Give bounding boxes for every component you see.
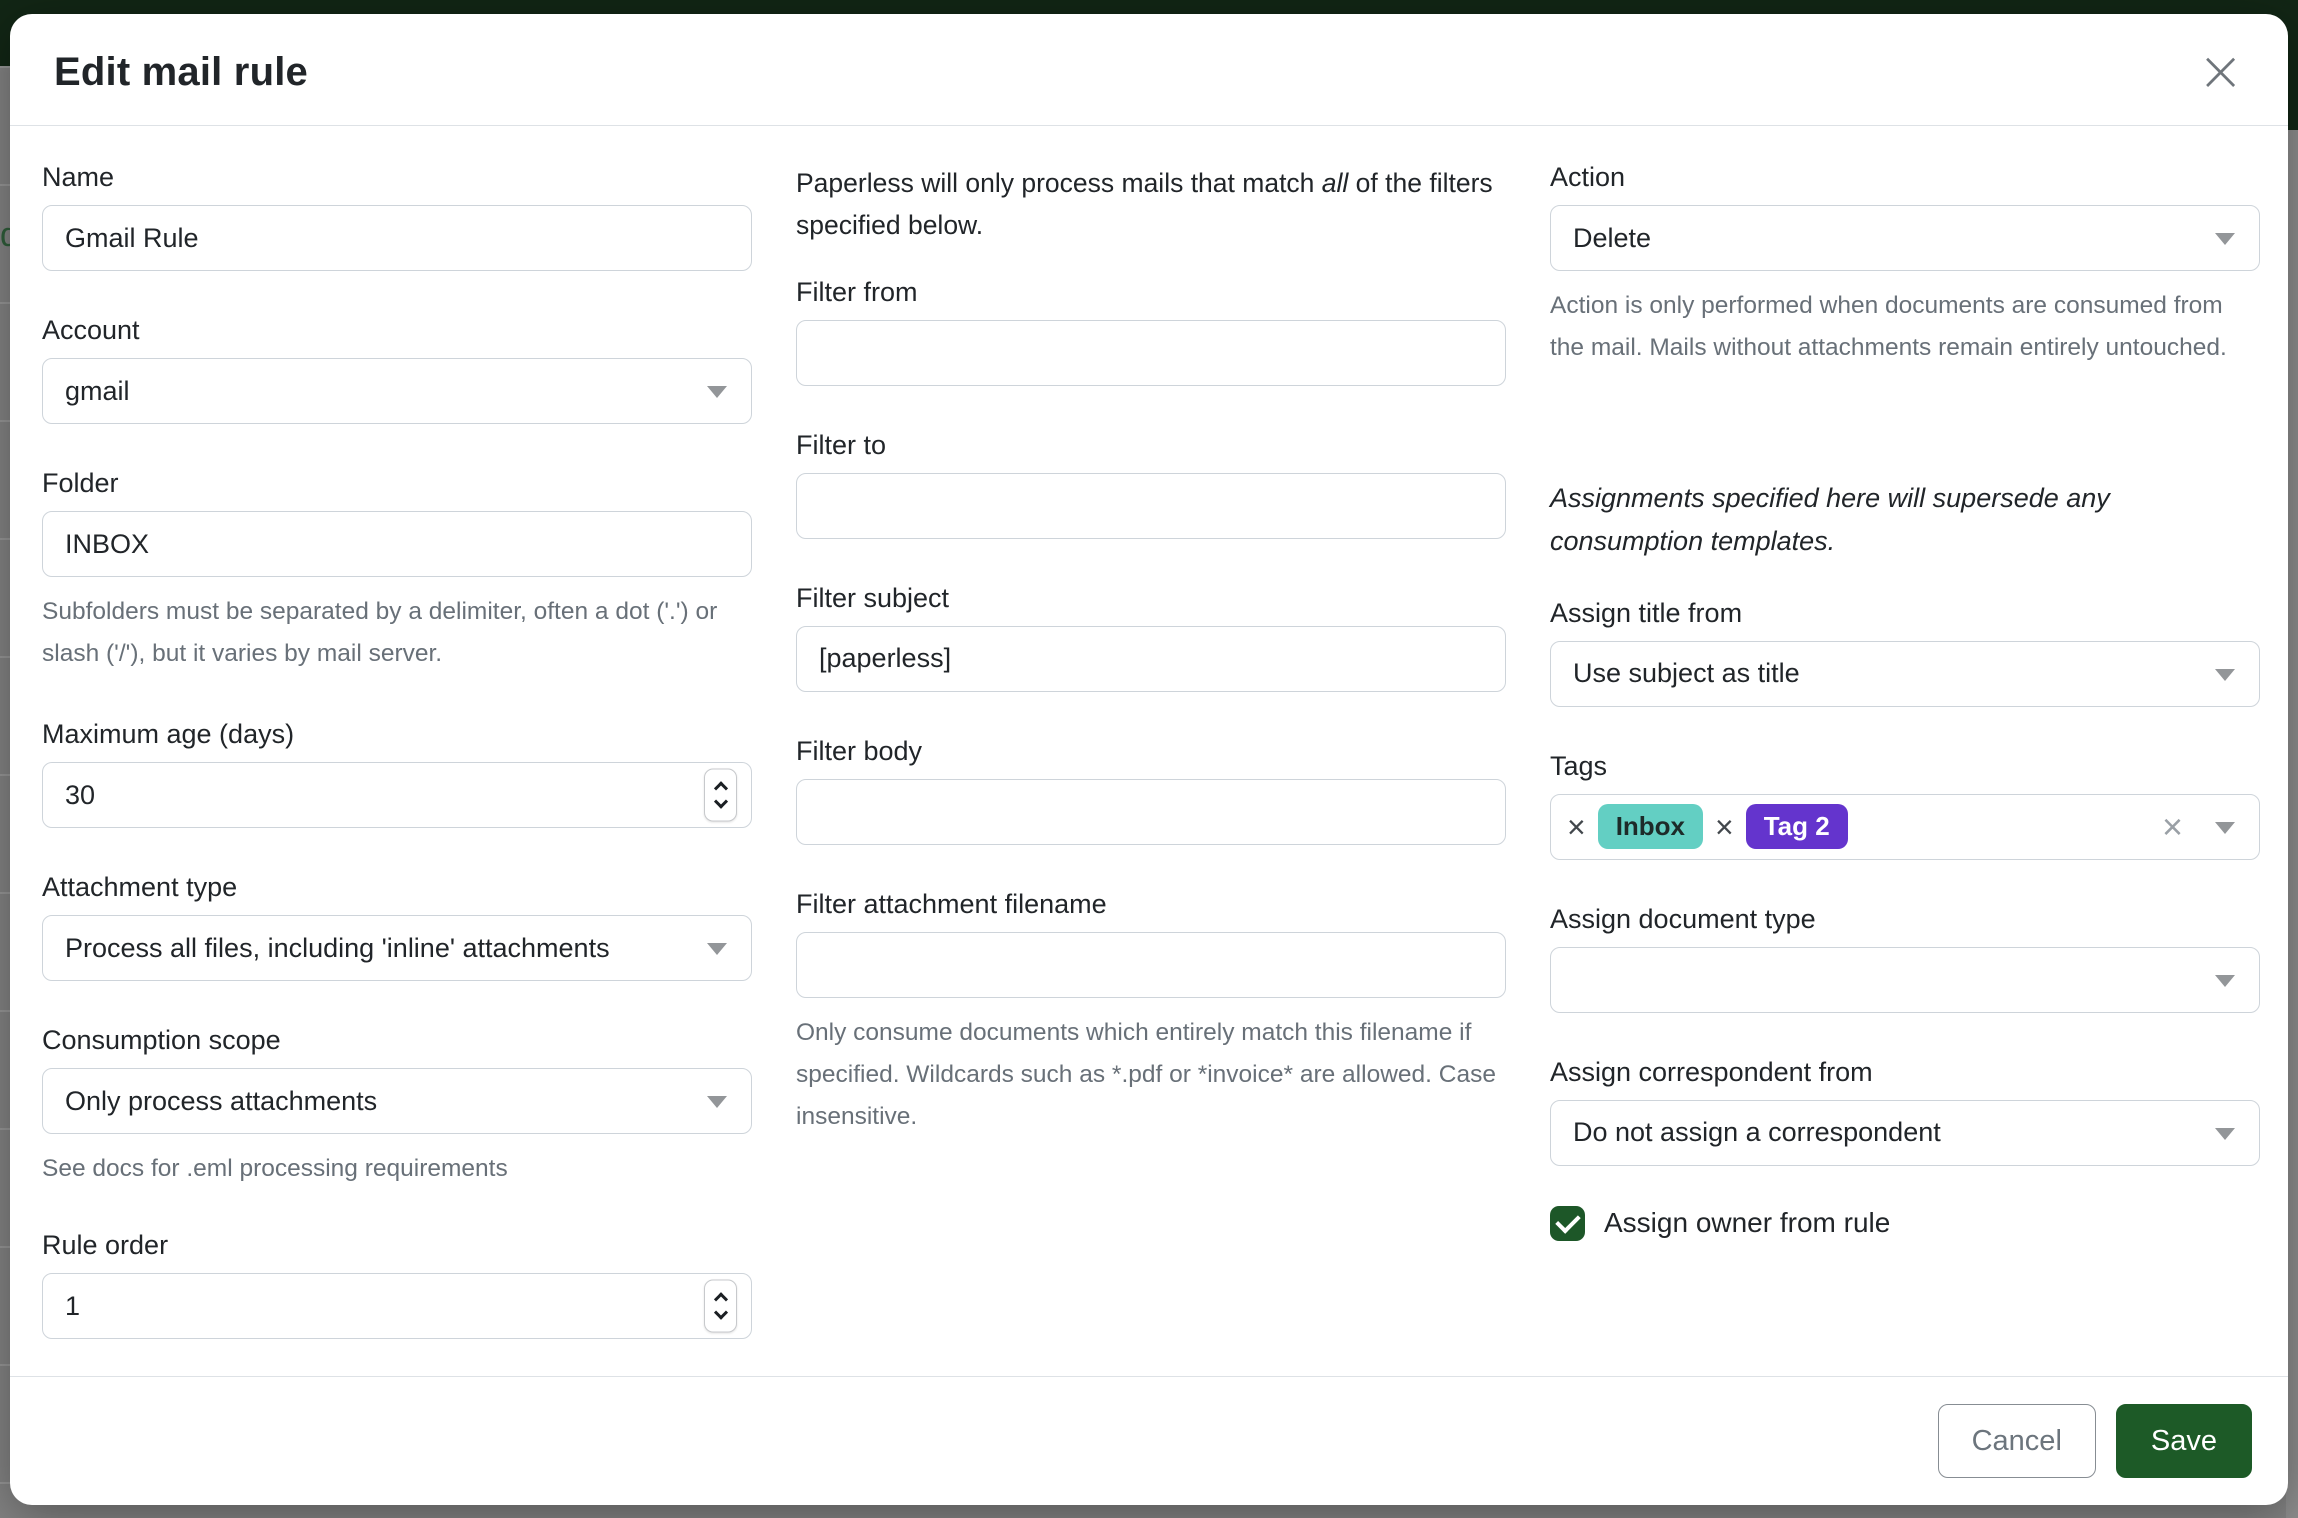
filter-from-label: Filter from	[796, 276, 918, 307]
name-label: Name	[42, 162, 115, 192]
filter-attachment-filename-hint: Only consume documents which entirely ma…	[796, 1018, 1496, 1131]
cancel-button[interactable]: Cancel	[1937, 1404, 2096, 1478]
assign-document-type-label: Assign document type	[1550, 903, 1816, 934]
tags-input[interactable]: × Inbox × Tag 2 ×	[1550, 793, 2260, 860]
assign-correspondent-from-label: Assign correspondent from	[1550, 1056, 1873, 1087]
filter-to-label: Filter to	[796, 429, 887, 460]
max-age-input[interactable]	[42, 762, 752, 829]
consumption-scope-hint: See docs for .eml processing requirement…	[42, 1155, 508, 1183]
chevron-down-icon	[2215, 974, 2235, 987]
save-button[interactable]: Save	[2115, 1404, 2252, 1478]
attachment-type-select[interactable]: Process all files, including 'inline' at…	[42, 915, 752, 982]
account-select[interactable]: gmail	[42, 358, 752, 424]
folder-input[interactable]	[42, 511, 752, 577]
tag-chip-inbox[interactable]: Inbox	[1597, 804, 1704, 850]
filter-subject-label: Filter subject	[796, 582, 950, 613]
tags-clear-icon[interactable]: ×	[2161, 805, 2183, 847]
backdrop-right-strip	[2286, 130, 2298, 1518]
assignments-note: Assignments specified here will supersed…	[1550, 483, 2110, 557]
dialog-body: Name Account gmail Folder Subfolders mus…	[10, 126, 2288, 1376]
assign-owner-label: Assign owner from rule	[1604, 1207, 1891, 1239]
chevron-down-icon	[707, 386, 727, 398]
stepper-down-icon[interactable]	[713, 794, 728, 809]
rule-order-label: Rule order	[42, 1230, 169, 1261]
account-label: Account	[42, 315, 140, 345]
close-icon[interactable]: ×	[2197, 39, 2244, 104]
backdrop-right-header	[2286, 0, 2298, 130]
folder-hint: Subfolders must be separated by a delimi…	[42, 598, 718, 668]
tag-remove-icon[interactable]: ×	[1567, 808, 1586, 845]
attachment-type-label: Attachment type	[42, 872, 238, 903]
max-age-stepper[interactable]	[704, 768, 737, 822]
filter-body-label: Filter body	[796, 735, 923, 766]
filters-intro-text: Paperless will only process mails that m…	[796, 168, 1493, 241]
filter-body-input[interactable]	[796, 778, 1506, 845]
name-input[interactable]	[42, 205, 752, 271]
chevron-down-icon	[2215, 233, 2235, 245]
chevron-down-icon	[2215, 1127, 2235, 1140]
tag-chip-tag2[interactable]: Tag 2	[1745, 804, 1848, 850]
column-rule: Name Account gmail Folder Subfolders mus…	[42, 162, 752, 1376]
filter-from-input[interactable]	[796, 319, 1506, 386]
page-title: Edit mail rule	[54, 50, 308, 94]
dialog-header: Edit mail rule ×	[10, 14, 2288, 126]
backdrop-left-strip	[0, 66, 10, 1518]
tag-remove-icon[interactable]: ×	[1715, 808, 1734, 845]
column-actions: Action Delete Action is only performed w…	[1550, 162, 2260, 1376]
tags-label: Tags	[1550, 750, 1608, 781]
action-hint: Action is only performed when documents …	[1550, 292, 2227, 362]
filter-attachment-filename-label: Filter attachment filename	[796, 888, 1107, 919]
rule-order-input[interactable]	[42, 1273, 752, 1340]
max-age-label: Maximum age (days)	[42, 719, 295, 750]
consumption-scope-select[interactable]: Only process attachments	[42, 1068, 752, 1135]
assign-owner-checkbox[interactable]	[1550, 1205, 1585, 1241]
filter-subject-input[interactable]	[796, 625, 1506, 692]
column-filters: Paperless will only process mails that m…	[796, 162, 1506, 1376]
assign-document-type-select[interactable]	[1550, 946, 2260, 1013]
edit-mail-rule-dialog: Edit mail rule × Name Account gmail Fold…	[10, 14, 2288, 1505]
assign-title-from-select[interactable]: Use subject as title	[1550, 640, 2260, 707]
consumption-scope-label: Consumption scope	[42, 1025, 281, 1056]
folder-label: Folder	[42, 468, 119, 498]
chevron-down-icon	[707, 1096, 727, 1109]
chevron-down-icon	[2215, 821, 2235, 834]
chevron-down-icon	[707, 943, 727, 956]
stepper-down-icon[interactable]	[713, 1305, 728, 1321]
assign-correspondent-from-select[interactable]: Do not assign a correspondent	[1550, 1099, 2260, 1166]
dialog-footer: Cancel Save	[10, 1376, 2288, 1505]
rule-order-stepper[interactable]	[704, 1279, 737, 1333]
chevron-down-icon	[2215, 668, 2235, 681]
filter-to-input[interactable]	[796, 472, 1506, 539]
filter-attachment-filename-input[interactable]	[796, 931, 1506, 998]
action-label: Action	[1550, 162, 1626, 192]
action-select[interactable]: Delete	[1550, 205, 2260, 271]
assign-title-from-label: Assign title from	[1550, 597, 1743, 628]
